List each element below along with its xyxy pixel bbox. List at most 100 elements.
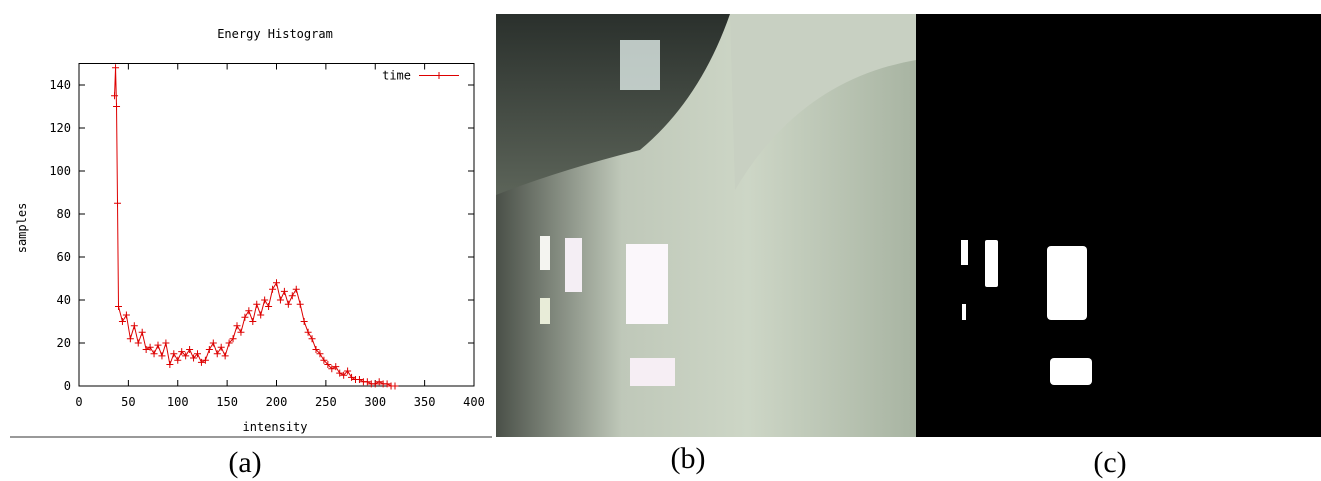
- caption: (c): [1093, 446, 1126, 479]
- series-line: [114, 67, 395, 387]
- point-marker: [122, 311, 130, 319]
- point-marker: [154, 341, 162, 349]
- point-marker: [130, 322, 138, 330]
- point-marker: [316, 350, 324, 358]
- point-marker: [113, 103, 121, 110]
- mask-panel: [916, 14, 1321, 437]
- point-marker: [111, 92, 119, 100]
- point-marker: [273, 279, 280, 287]
- point-marker: [391, 382, 399, 390]
- y-tick-label: 20: [57, 336, 71, 350]
- point-marker: [174, 356, 182, 364]
- point-marker: [194, 350, 201, 358]
- plot-frame: [78, 63, 475, 387]
- y-tick-label: 60: [57, 250, 71, 264]
- point-marker: [146, 343, 154, 351]
- y-tick-label: 140: [49, 78, 71, 92]
- legend-label: time: [382, 69, 411, 83]
- point-marker: [162, 339, 170, 347]
- point-marker: [296, 300, 304, 308]
- mask-background: [916, 14, 1321, 437]
- point-marker: [375, 378, 383, 386]
- point-marker: [158, 352, 166, 360]
- point-marker: [150, 350, 158, 358]
- mask-blob: [985, 240, 998, 287]
- x-tick-label: 0: [75, 395, 82, 409]
- point-marker: [292, 285, 300, 293]
- point-marker: [300, 318, 308, 325]
- skylight: [620, 40, 660, 90]
- x-tick-label: 250: [315, 395, 337, 409]
- y-tick-label: 40: [57, 293, 71, 307]
- point-marker: [253, 300, 261, 308]
- x-tick-label: 150: [216, 395, 238, 409]
- mask-blob: [961, 240, 968, 265]
- ceiling: [496, 14, 730, 195]
- mask-blob: [1050, 358, 1092, 385]
- point-marker: [229, 335, 237, 343]
- window: [626, 244, 668, 324]
- caption: (b): [671, 442, 706, 475]
- y-tick-label: 120: [49, 121, 71, 135]
- point-marker: [217, 343, 225, 351]
- chart: Energy Histogram intensity samples: [15, 27, 475, 434]
- point-marker: [308, 335, 316, 343]
- point-marker: [182, 352, 190, 360]
- caption: (a): [228, 446, 261, 479]
- point-marker: [363, 378, 371, 386]
- x-tick-label: 200: [266, 395, 288, 409]
- point-marker: [166, 361, 174, 368]
- point-marker: [118, 318, 126, 325]
- point-marker: [284, 300, 292, 308]
- point-marker: [257, 311, 265, 319]
- point-marker: [261, 296, 269, 304]
- point-marker: [348, 373, 356, 381]
- x-tick-label: 50: [121, 395, 135, 409]
- y-tick-label: 0: [64, 379, 71, 393]
- point-marker: [233, 322, 241, 330]
- point-marker: [328, 365, 336, 373]
- point-marker: [332, 363, 340, 371]
- x-tick-label: 300: [364, 395, 386, 409]
- point-marker: [249, 318, 257, 325]
- point-marker: [276, 296, 284, 304]
- legend-swatch-marker: [435, 72, 443, 79]
- point-marker: [304, 328, 312, 336]
- y-tick-label: 80: [57, 207, 71, 221]
- y-axis-label: samples: [15, 203, 29, 254]
- point-marker: [178, 348, 186, 356]
- point-marker: [142, 345, 150, 353]
- point-marker: [138, 328, 146, 336]
- x-tick-label: 350: [414, 395, 436, 409]
- point-marker: [112, 64, 120, 72]
- point-marker: [115, 302, 122, 310]
- chart-title: Energy Histogram: [217, 27, 333, 41]
- point-marker: [324, 361, 332, 368]
- window: [540, 236, 550, 270]
- point-marker: [280, 287, 288, 295]
- x-tick-label: 400: [463, 395, 485, 409]
- point-marker: [320, 356, 328, 364]
- window: [630, 358, 675, 386]
- mask-blob: [962, 304, 966, 320]
- point-marker: [201, 356, 209, 364]
- photo-panel: [496, 14, 916, 437]
- point-marker: [213, 350, 221, 358]
- point-marker: [237, 328, 245, 336]
- point-marker: [126, 335, 134, 343]
- point-marker: [190, 354, 198, 362]
- mask-blob: [1047, 246, 1087, 320]
- point-marker: [265, 302, 273, 310]
- point-marker: [383, 380, 391, 388]
- point-marker: [241, 313, 249, 321]
- x-tick-label: 100: [167, 395, 189, 409]
- point-marker: [186, 345, 194, 353]
- x-axis-label: intensity: [242, 420, 307, 434]
- point-marker: [340, 371, 348, 379]
- point-marker: [114, 199, 122, 207]
- point-marker: [225, 339, 233, 347]
- point-marker: [170, 350, 178, 358]
- point-marker: [205, 345, 213, 353]
- window: [540, 298, 550, 324]
